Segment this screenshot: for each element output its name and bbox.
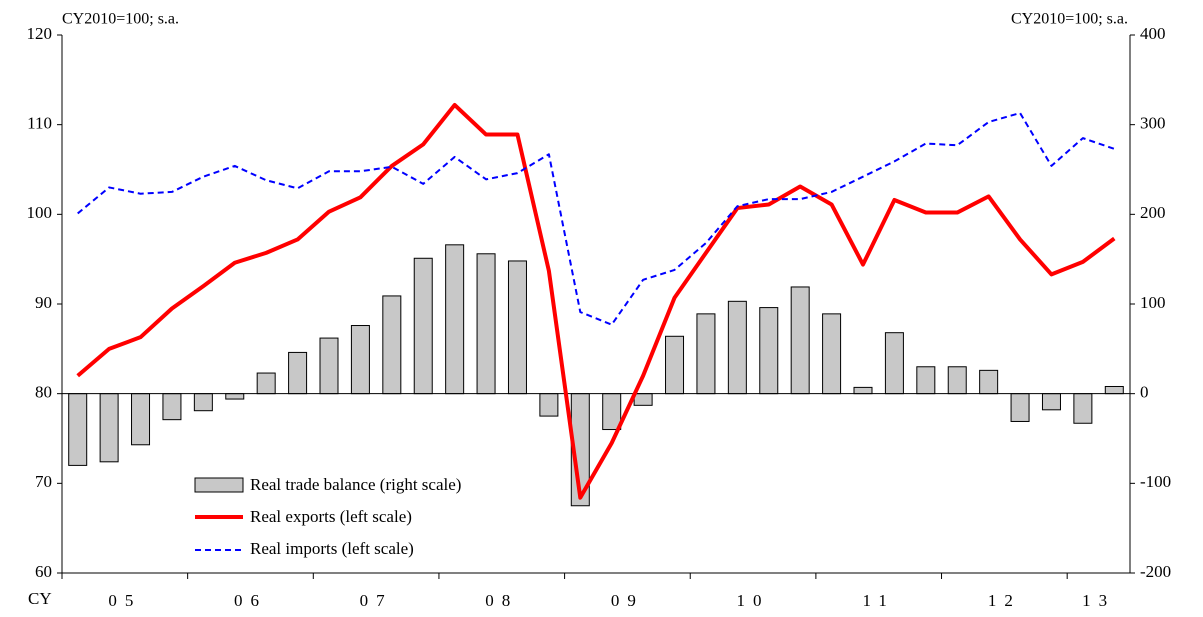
y-tick-label: 120	[27, 24, 53, 43]
bar	[1041, 393, 1061, 411]
y2-tick-label: 200	[1140, 203, 1166, 222]
bar	[319, 337, 339, 395]
legend-label: Real exports (left scale)	[250, 507, 412, 526]
y2-tick-label: 100	[1140, 293, 1166, 312]
x-tick-label: 13	[1082, 591, 1115, 610]
y-tick-label: 110	[27, 114, 52, 133]
bar	[68, 393, 88, 466]
bar	[790, 286, 810, 395]
y-tick-label: 100	[27, 203, 53, 222]
bar	[853, 386, 873, 395]
line	[77, 112, 1115, 326]
bar	[759, 307, 779, 395]
right-unit: CY2010=100; s.a.	[1011, 11, 1128, 28]
bar	[947, 366, 967, 395]
legend-label: Real trade balance (right scale)	[250, 475, 461, 494]
x-tick-label: 06	[234, 591, 267, 610]
x-tick-label: 09	[611, 591, 644, 610]
bar	[507, 260, 527, 395]
legend-label: Real imports (left scale)	[250, 539, 414, 558]
bar	[225, 393, 245, 400]
bar	[602, 393, 622, 431]
bar	[162, 393, 182, 421]
bar	[476, 253, 496, 395]
bar	[979, 369, 999, 395]
bar	[193, 393, 213, 412]
y2-tick-label: -100	[1140, 472, 1171, 491]
x-prefix: CY	[28, 589, 52, 608]
x-tick-label: 08	[485, 591, 518, 610]
left-unit: CY2010=100; s.a.	[62, 11, 179, 28]
bar	[1073, 393, 1093, 424]
y-tick-label: 90	[35, 293, 52, 312]
x-tick-label: 12	[988, 591, 1021, 610]
bar	[633, 393, 653, 406]
bar	[1104, 385, 1124, 395]
bar	[350, 325, 370, 395]
bar	[1010, 393, 1030, 422]
bar	[413, 257, 433, 395]
x-tick-label: 11	[863, 591, 895, 610]
bar	[727, 300, 747, 395]
y-tick-label: 80	[35, 383, 52, 402]
y-tick-label: 70	[35, 472, 52, 491]
bar	[822, 313, 842, 395]
y2-tick-label: 300	[1140, 114, 1166, 133]
y-tick-label: 60	[35, 562, 52, 581]
bar	[916, 366, 936, 395]
bar	[382, 295, 402, 395]
bar	[99, 393, 119, 463]
bar	[256, 372, 276, 395]
bar	[288, 351, 308, 395]
x-tick-label: 10	[737, 591, 770, 610]
bar	[696, 313, 716, 395]
y2-tick-label: 400	[1140, 24, 1166, 43]
y2-tick-label: -200	[1140, 562, 1171, 581]
y2-tick-label: 0	[1140, 383, 1149, 402]
bar	[445, 244, 465, 395]
line	[76, 102, 1116, 500]
legend-swatch	[194, 477, 244, 493]
bar	[884, 332, 904, 395]
x-tick-label: 05	[108, 591, 141, 610]
bar	[665, 335, 685, 395]
bar	[539, 393, 559, 417]
bar	[131, 393, 151, 446]
x-tick-label: 07	[360, 591, 393, 610]
